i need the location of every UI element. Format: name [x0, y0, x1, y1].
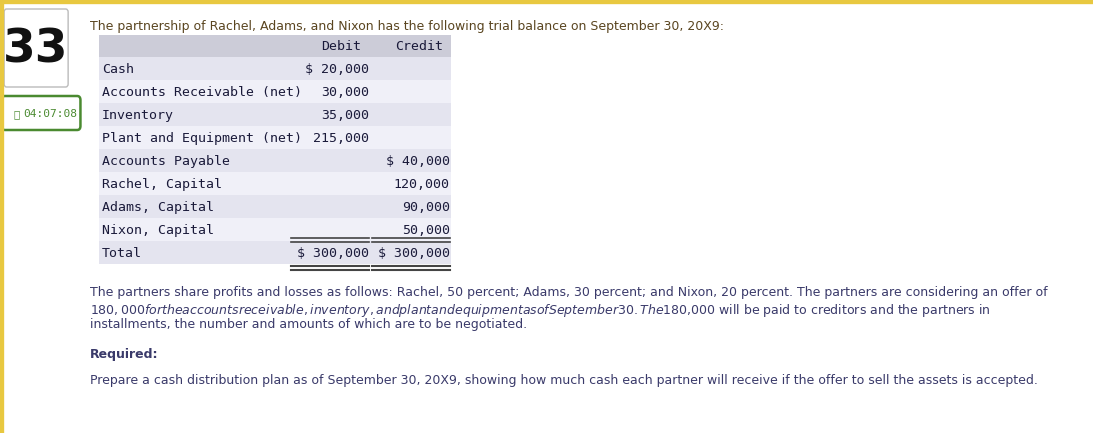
Text: 35,000: 35,000 — [321, 109, 369, 122]
Bar — [98, 172, 451, 195]
Text: Prepare a cash distribution plan as of September 30, 20X9, showing how much cash: Prepare a cash distribution plan as of S… — [91, 374, 1038, 387]
Bar — [98, 103, 451, 126]
Text: 90,000: 90,000 — [402, 201, 450, 214]
Text: 30,000: 30,000 — [321, 86, 369, 99]
Text: 215,000: 215,000 — [314, 132, 369, 145]
Text: 33: 33 — [3, 28, 69, 72]
Text: Accounts Receivable (net): Accounts Receivable (net) — [102, 86, 302, 99]
Text: Accounts Payable: Accounts Payable — [102, 155, 230, 168]
Bar — [98, 57, 451, 80]
Text: 120,000: 120,000 — [393, 178, 450, 191]
Text: Required:: Required: — [91, 348, 158, 361]
Bar — [98, 80, 451, 103]
Text: $ 300,000: $ 300,000 — [378, 247, 450, 260]
Text: ⌛: ⌛ — [13, 109, 20, 119]
Text: Inventory: Inventory — [102, 109, 174, 122]
Text: 04:07:08: 04:07:08 — [23, 109, 78, 119]
Bar — [98, 35, 451, 57]
Text: Rachel, Capital: Rachel, Capital — [102, 178, 222, 191]
Bar — [98, 241, 451, 264]
Text: The partners share profits and losses as follows: Rachel, 50 percent; Adams, 30 : The partners share profits and losses as… — [91, 286, 1048, 299]
Text: Plant and Equipment (net): Plant and Equipment (net) — [102, 132, 302, 145]
Text: Adams, Capital: Adams, Capital — [102, 201, 214, 214]
Text: $180,000 for the accounts receivable, inventory, and plant and equipment as of S: $180,000 for the accounts receivable, in… — [91, 302, 991, 319]
Text: $ 20,000: $ 20,000 — [305, 63, 369, 76]
Bar — [98, 195, 451, 218]
Text: Cash: Cash — [102, 63, 133, 76]
Bar — [98, 218, 451, 241]
Text: 50,000: 50,000 — [402, 224, 450, 237]
Bar — [98, 149, 451, 172]
Text: Nixon, Capital: Nixon, Capital — [102, 224, 214, 237]
Text: installments, the number and amounts of which are to be negotiated.: installments, the number and amounts of … — [91, 318, 528, 331]
Text: $ 300,000: $ 300,000 — [297, 247, 369, 260]
Text: The partnership of Rachel, Adams, and Nixon has the following trial balance on S: The partnership of Rachel, Adams, and Ni… — [91, 20, 725, 33]
Bar — [98, 126, 451, 149]
Text: Credit: Credit — [395, 41, 443, 54]
Text: Total: Total — [102, 247, 142, 260]
FancyBboxPatch shape — [2, 96, 81, 130]
Text: Debit: Debit — [320, 41, 361, 54]
Text: $ 40,000: $ 40,000 — [386, 155, 450, 168]
FancyBboxPatch shape — [4, 9, 68, 87]
